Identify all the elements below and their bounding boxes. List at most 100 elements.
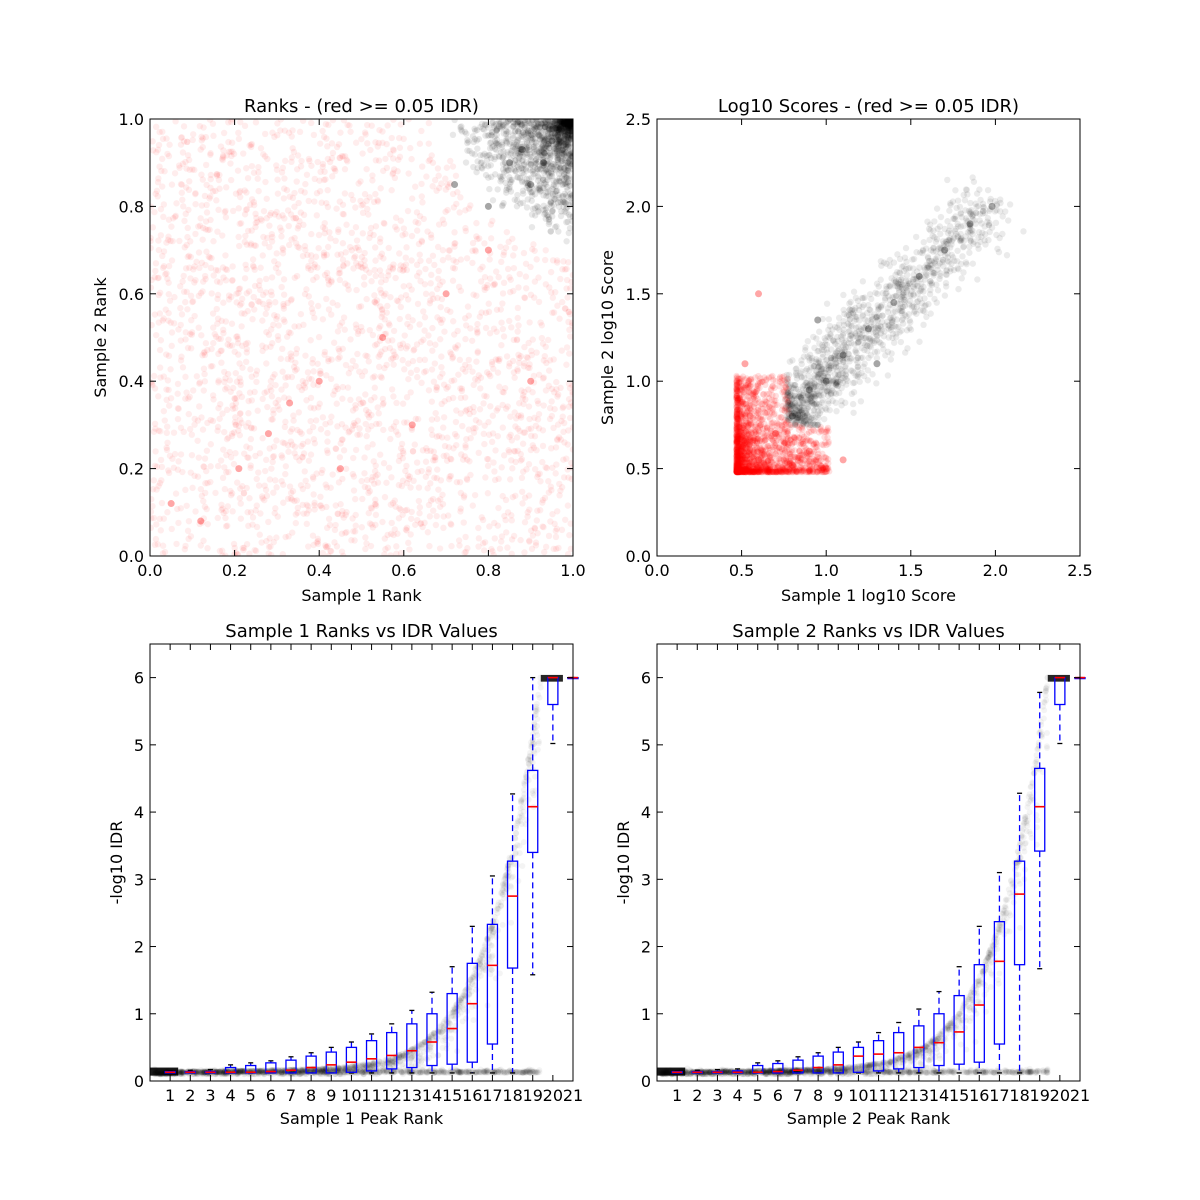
ranks-cloud-point (435, 275, 442, 282)
ranks-cloud-point (302, 477, 309, 484)
ranks-cloud-point (470, 163, 477, 171)
ranks-cloud-point (378, 313, 385, 321)
ranks-cloud-point (386, 344, 394, 352)
ranks-cloud-point (321, 351, 328, 358)
ranks-cloud-point (292, 511, 300, 518)
ranks-cloud-point (397, 506, 404, 513)
ranks-cloud-point (158, 499, 166, 507)
ranks-cloud-point (352, 405, 359, 412)
ranks-cloud-point (396, 144, 404, 151)
ranks-cloud-point (244, 227, 252, 235)
ranks-cloud-point (503, 529, 510, 536)
ranks-cloud-point (214, 315, 222, 322)
ranks-cloud-point (385, 272, 392, 279)
ranks-cloud-point (355, 396, 363, 403)
ranks-cloud-point (229, 508, 236, 515)
ranks-cloud-point (293, 453, 300, 461)
ranks-ytick-label: 0.6 (119, 285, 144, 304)
ranks-cloud-point (412, 218, 419, 226)
ranks-cloud-point (446, 473, 453, 480)
ranks-cloud-point (451, 240, 458, 247)
ranks-cloud-point (223, 152, 230, 159)
ranks-cloud-point (264, 403, 271, 411)
ranks-cloud-point (439, 491, 446, 498)
ranks-cloud-point (553, 386, 560, 393)
ranks-cloud-point (563, 162, 570, 170)
ranks-cloud-point (321, 225, 329, 233)
ranks-cloud-point (376, 333, 384, 341)
ranks-cloud-point (183, 389, 190, 396)
ranks-cloud-point (552, 527, 559, 535)
ranks-cloud-point (262, 486, 270, 494)
ranks-cloud-point (364, 411, 371, 418)
ranks-cloud-point (359, 209, 367, 217)
ranks-cloud-point (272, 299, 279, 306)
ranks-cloud-point (227, 176, 235, 184)
ranks-cloud-point (229, 263, 236, 270)
ranks-cloud-point (377, 278, 385, 286)
ranks-cloud-point (222, 375, 229, 382)
ranks-cloud-point (378, 272, 385, 279)
ranks-cloud-point (543, 464, 551, 472)
ranks-cloud-point (400, 263, 407, 270)
ranks-cloud-point (267, 383, 274, 391)
ranks-cloud-point (428, 152, 435, 159)
ranks-cloud-point (330, 339, 338, 346)
ranks-cloud-point (491, 535, 498, 542)
ranks-cloud-point (172, 119, 179, 125)
ranks-cloud-point (172, 490, 180, 497)
ranks-point-series-1 (527, 181, 535, 189)
ranks-cloud-point (207, 175, 214, 183)
ranks-cloud-point (489, 548, 496, 555)
ranks-cloud-point (569, 119, 573, 124)
ranks-cloud-point (323, 447, 331, 454)
ranks-cloud-point (223, 184, 230, 191)
ranks-cloud-point (494, 356, 502, 363)
ranks-cloud-point (367, 504, 375, 511)
ranks-cloud-point (156, 346, 164, 354)
ranks-cloud-point (525, 425, 532, 433)
ranks-cloud-point (354, 431, 361, 438)
ranks-cloud-point (201, 378, 209, 385)
ranks-cloud-point (520, 429, 527, 436)
ranks-cloud-point (549, 294, 557, 301)
ranks-cloud-point (263, 388, 271, 395)
ranks-cloud-point (512, 492, 519, 499)
ranks-cloud-point (389, 337, 396, 344)
ranks-cloud-point (447, 520, 454, 527)
ranks-cloud-point (380, 426, 387, 434)
ranks-cloud-point (372, 257, 379, 264)
ranks-cloud-point (527, 446, 535, 454)
ranks-cloud-point (430, 295, 437, 302)
ranks-cloud-point (341, 152, 349, 160)
scores-cloud-point (755, 372, 762, 380)
ranks-cloud-point (461, 492, 468, 499)
ranks-cloud-point (371, 384, 379, 391)
ranks-cloud-point (457, 394, 465, 402)
ranks-cloud-point (464, 136, 471, 144)
ranks-cloud-point (320, 133, 328, 141)
ranks-cloud-point (357, 197, 364, 205)
ranks-cloud-point (218, 359, 225, 366)
ranks-cloud-point (569, 119, 573, 123)
ranks-cloud-point (291, 450, 298, 457)
ranks-cloud-point (311, 502, 318, 509)
ranks-cloud-point (557, 164, 564, 171)
ranks-cloud-point (240, 150, 247, 157)
ranks-cloud-point (269, 233, 276, 241)
ranks-cloud-point (235, 129, 242, 137)
ranks-cloud-point (460, 519, 467, 526)
ranks-cloud-point (310, 541, 317, 549)
ranks-cloud-point (434, 497, 442, 505)
ranks-cloud-point (453, 433, 460, 440)
ranks-cloud-point (545, 478, 552, 485)
ranks-cloud-point (300, 382, 307, 389)
ranks-cloud-point (315, 404, 322, 411)
ranks-cloud-point (193, 258, 200, 266)
ranks-cloud-point (335, 479, 343, 486)
ranks-cloud-point (217, 143, 225, 150)
ranks-cloud-point (187, 345, 195, 352)
ranks-cloud-point (310, 381, 317, 388)
ranks-cloud-point (253, 378, 260, 386)
ranks-cloud-point (563, 344, 571, 351)
